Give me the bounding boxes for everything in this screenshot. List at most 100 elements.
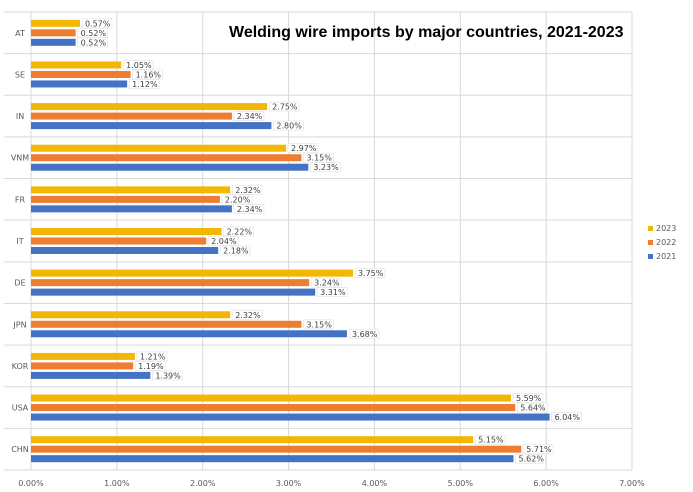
category-label: JPN xyxy=(12,320,26,329)
data-label-box xyxy=(268,101,300,112)
data-label-box xyxy=(128,79,160,89)
bar xyxy=(31,38,76,46)
bar xyxy=(31,394,511,402)
bar xyxy=(31,112,232,120)
data-label-box xyxy=(515,453,546,464)
category-label: USA xyxy=(12,404,29,413)
x-tick-label: 3.00% xyxy=(276,479,302,488)
data-label: 3.68% xyxy=(352,330,378,339)
x-tick-label: 0.00% xyxy=(18,479,44,488)
data-label: 2.34% xyxy=(237,205,263,214)
legend-label: 2023 xyxy=(656,224,676,233)
bar xyxy=(31,61,122,69)
data-label: 1.19% xyxy=(138,362,164,371)
data-label-box xyxy=(474,434,506,445)
data-label-box xyxy=(77,37,109,48)
data-label-box xyxy=(136,351,168,362)
bar xyxy=(31,228,222,235)
data-label: 5.71% xyxy=(526,445,552,454)
bar xyxy=(31,436,474,444)
data-label: 2.32% xyxy=(235,311,261,320)
data-label-box xyxy=(233,203,265,214)
data-label: 2.34% xyxy=(237,112,263,121)
bars xyxy=(31,19,550,463)
data-label: 3.15% xyxy=(306,154,332,163)
data-label-box xyxy=(231,184,263,195)
data-label-box xyxy=(522,444,554,455)
data-label: 0.52% xyxy=(81,29,107,38)
data-label: 1.16% xyxy=(136,70,162,79)
data-label-box xyxy=(81,18,113,29)
bar xyxy=(31,362,134,370)
bar xyxy=(31,80,128,88)
data-label: 1.12% xyxy=(132,80,158,89)
data-label-box xyxy=(231,309,263,320)
data-label: 0.52% xyxy=(81,38,107,47)
x-tick-label: 4.00% xyxy=(362,479,388,488)
data-label-box xyxy=(551,412,582,422)
bar xyxy=(31,163,309,171)
bar xyxy=(31,404,516,412)
bar xyxy=(31,288,316,296)
bar xyxy=(31,103,268,111)
x-tick-label: 7.00% xyxy=(619,479,645,488)
data-label-box xyxy=(303,152,334,163)
data-label: 5.64% xyxy=(520,404,546,413)
data-label: 1.39% xyxy=(155,371,181,380)
data-label: 1.05% xyxy=(126,61,152,70)
x-tick-label: 2.00% xyxy=(190,479,216,488)
bar xyxy=(31,371,151,379)
data-label: 6.04% xyxy=(555,413,581,422)
data-label-box xyxy=(310,277,342,288)
data-label: 2.18% xyxy=(223,247,249,256)
data-label-box xyxy=(354,268,386,279)
bar xyxy=(31,247,219,254)
category-label: AT xyxy=(15,29,25,38)
category-label: IN xyxy=(16,112,24,121)
data-label-box xyxy=(516,402,548,413)
bar xyxy=(31,413,550,421)
data-label: 2.04% xyxy=(211,237,237,246)
bar xyxy=(31,311,231,319)
category-labels: AT SE IN VNM FR IT DE JPN KOR USA CHN xyxy=(11,29,29,454)
data-label-box xyxy=(122,60,154,70)
x-tick-label: 6.00% xyxy=(533,479,559,488)
data-label: 2.80% xyxy=(276,122,302,131)
bar xyxy=(31,352,135,360)
bar xyxy=(31,154,302,162)
data-label-box xyxy=(134,361,166,371)
bar xyxy=(31,29,76,37)
data-label: 2.75% xyxy=(272,103,298,112)
legend-swatch xyxy=(648,240,653,245)
data-label: 2.97% xyxy=(291,144,317,153)
category-label: FR xyxy=(15,195,26,204)
data-label-box xyxy=(272,120,304,131)
data-label-box xyxy=(309,162,341,173)
data-label-box xyxy=(207,236,239,246)
category-label: DE xyxy=(14,279,25,288)
x-axis-tick-labels: 0.00% 1.00% 2.00% 3.00% 4.00% 5.00% 6.00% 7.00% xyxy=(18,479,645,488)
x-tick-label: 5.00% xyxy=(448,479,474,488)
data-label: 5.59% xyxy=(516,394,542,403)
bar xyxy=(31,70,131,78)
legend-swatch xyxy=(648,226,653,231)
bar xyxy=(31,279,310,287)
data-label-box xyxy=(77,27,109,38)
bar xyxy=(31,237,207,245)
data-label-box xyxy=(221,194,253,205)
legend-label: 2022 xyxy=(656,238,676,247)
data-label: 2.32% xyxy=(235,186,261,195)
data-label-box xyxy=(348,328,380,339)
category-separators xyxy=(4,11,632,471)
data-label-box xyxy=(316,287,348,298)
legend-swatch xyxy=(648,254,653,259)
bar xyxy=(31,269,353,277)
bar xyxy=(31,122,272,130)
bar xyxy=(31,19,80,27)
data-label: 3.23% xyxy=(313,163,339,172)
data-labels: 0.57%0.52%0.52%1.05%1.16%1.12%2.75%2.34%… xyxy=(77,18,582,464)
data-label: 2.20% xyxy=(225,195,251,204)
category-label: IT xyxy=(16,237,23,246)
data-label-box xyxy=(151,370,183,381)
